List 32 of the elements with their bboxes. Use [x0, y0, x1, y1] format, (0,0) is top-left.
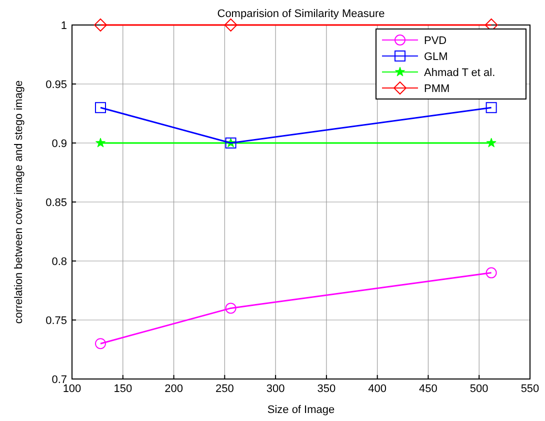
- x-tick-label: 200: [164, 383, 183, 395]
- x-tick-label: 350: [317, 383, 336, 395]
- point: [225, 302, 236, 314]
- y-tick-label: 0.8: [52, 256, 67, 268]
- legend-label: GLM: [424, 51, 448, 63]
- x-tick-label: 400: [368, 383, 387, 395]
- point: [95, 138, 106, 148]
- point: [486, 267, 497, 278]
- y-tick-label: 0.9: [52, 138, 67, 150]
- x-tick-label: 150: [114, 383, 132, 395]
- point: [486, 138, 496, 148]
- point: [95, 338, 106, 350]
- legend-label: PMM: [424, 83, 450, 95]
- y-axis-title: correlation between cover image and stego image: [13, 80, 25, 324]
- y-tick-label: 1: [60, 20, 67, 32]
- chart-title: Comparision of Similarity Measure: [217, 8, 385, 20]
- point: [486, 102, 497, 114]
- point: [224, 18, 238, 32]
- x-axis-title: Size of Image: [267, 404, 335, 416]
- x-tick-label: 550: [520, 383, 540, 395]
- x-tick-label: 100: [62, 383, 82, 395]
- x-tick-label: 250: [215, 383, 234, 395]
- x-tick-label: 450: [419, 383, 438, 395]
- legend-label: PVD: [424, 35, 447, 47]
- x-tick-label: 300: [266, 383, 285, 395]
- point: [94, 18, 107, 32]
- x-tick-label: 500: [470, 383, 488, 395]
- y-tick-label: 0.95: [46, 79, 67, 91]
- legend-label: Ahmad T et al.: [424, 67, 496, 79]
- y-tick-label: 0.85: [46, 197, 67, 209]
- point: [95, 102, 106, 114]
- y-tick-label: 0.75: [46, 315, 67, 327]
